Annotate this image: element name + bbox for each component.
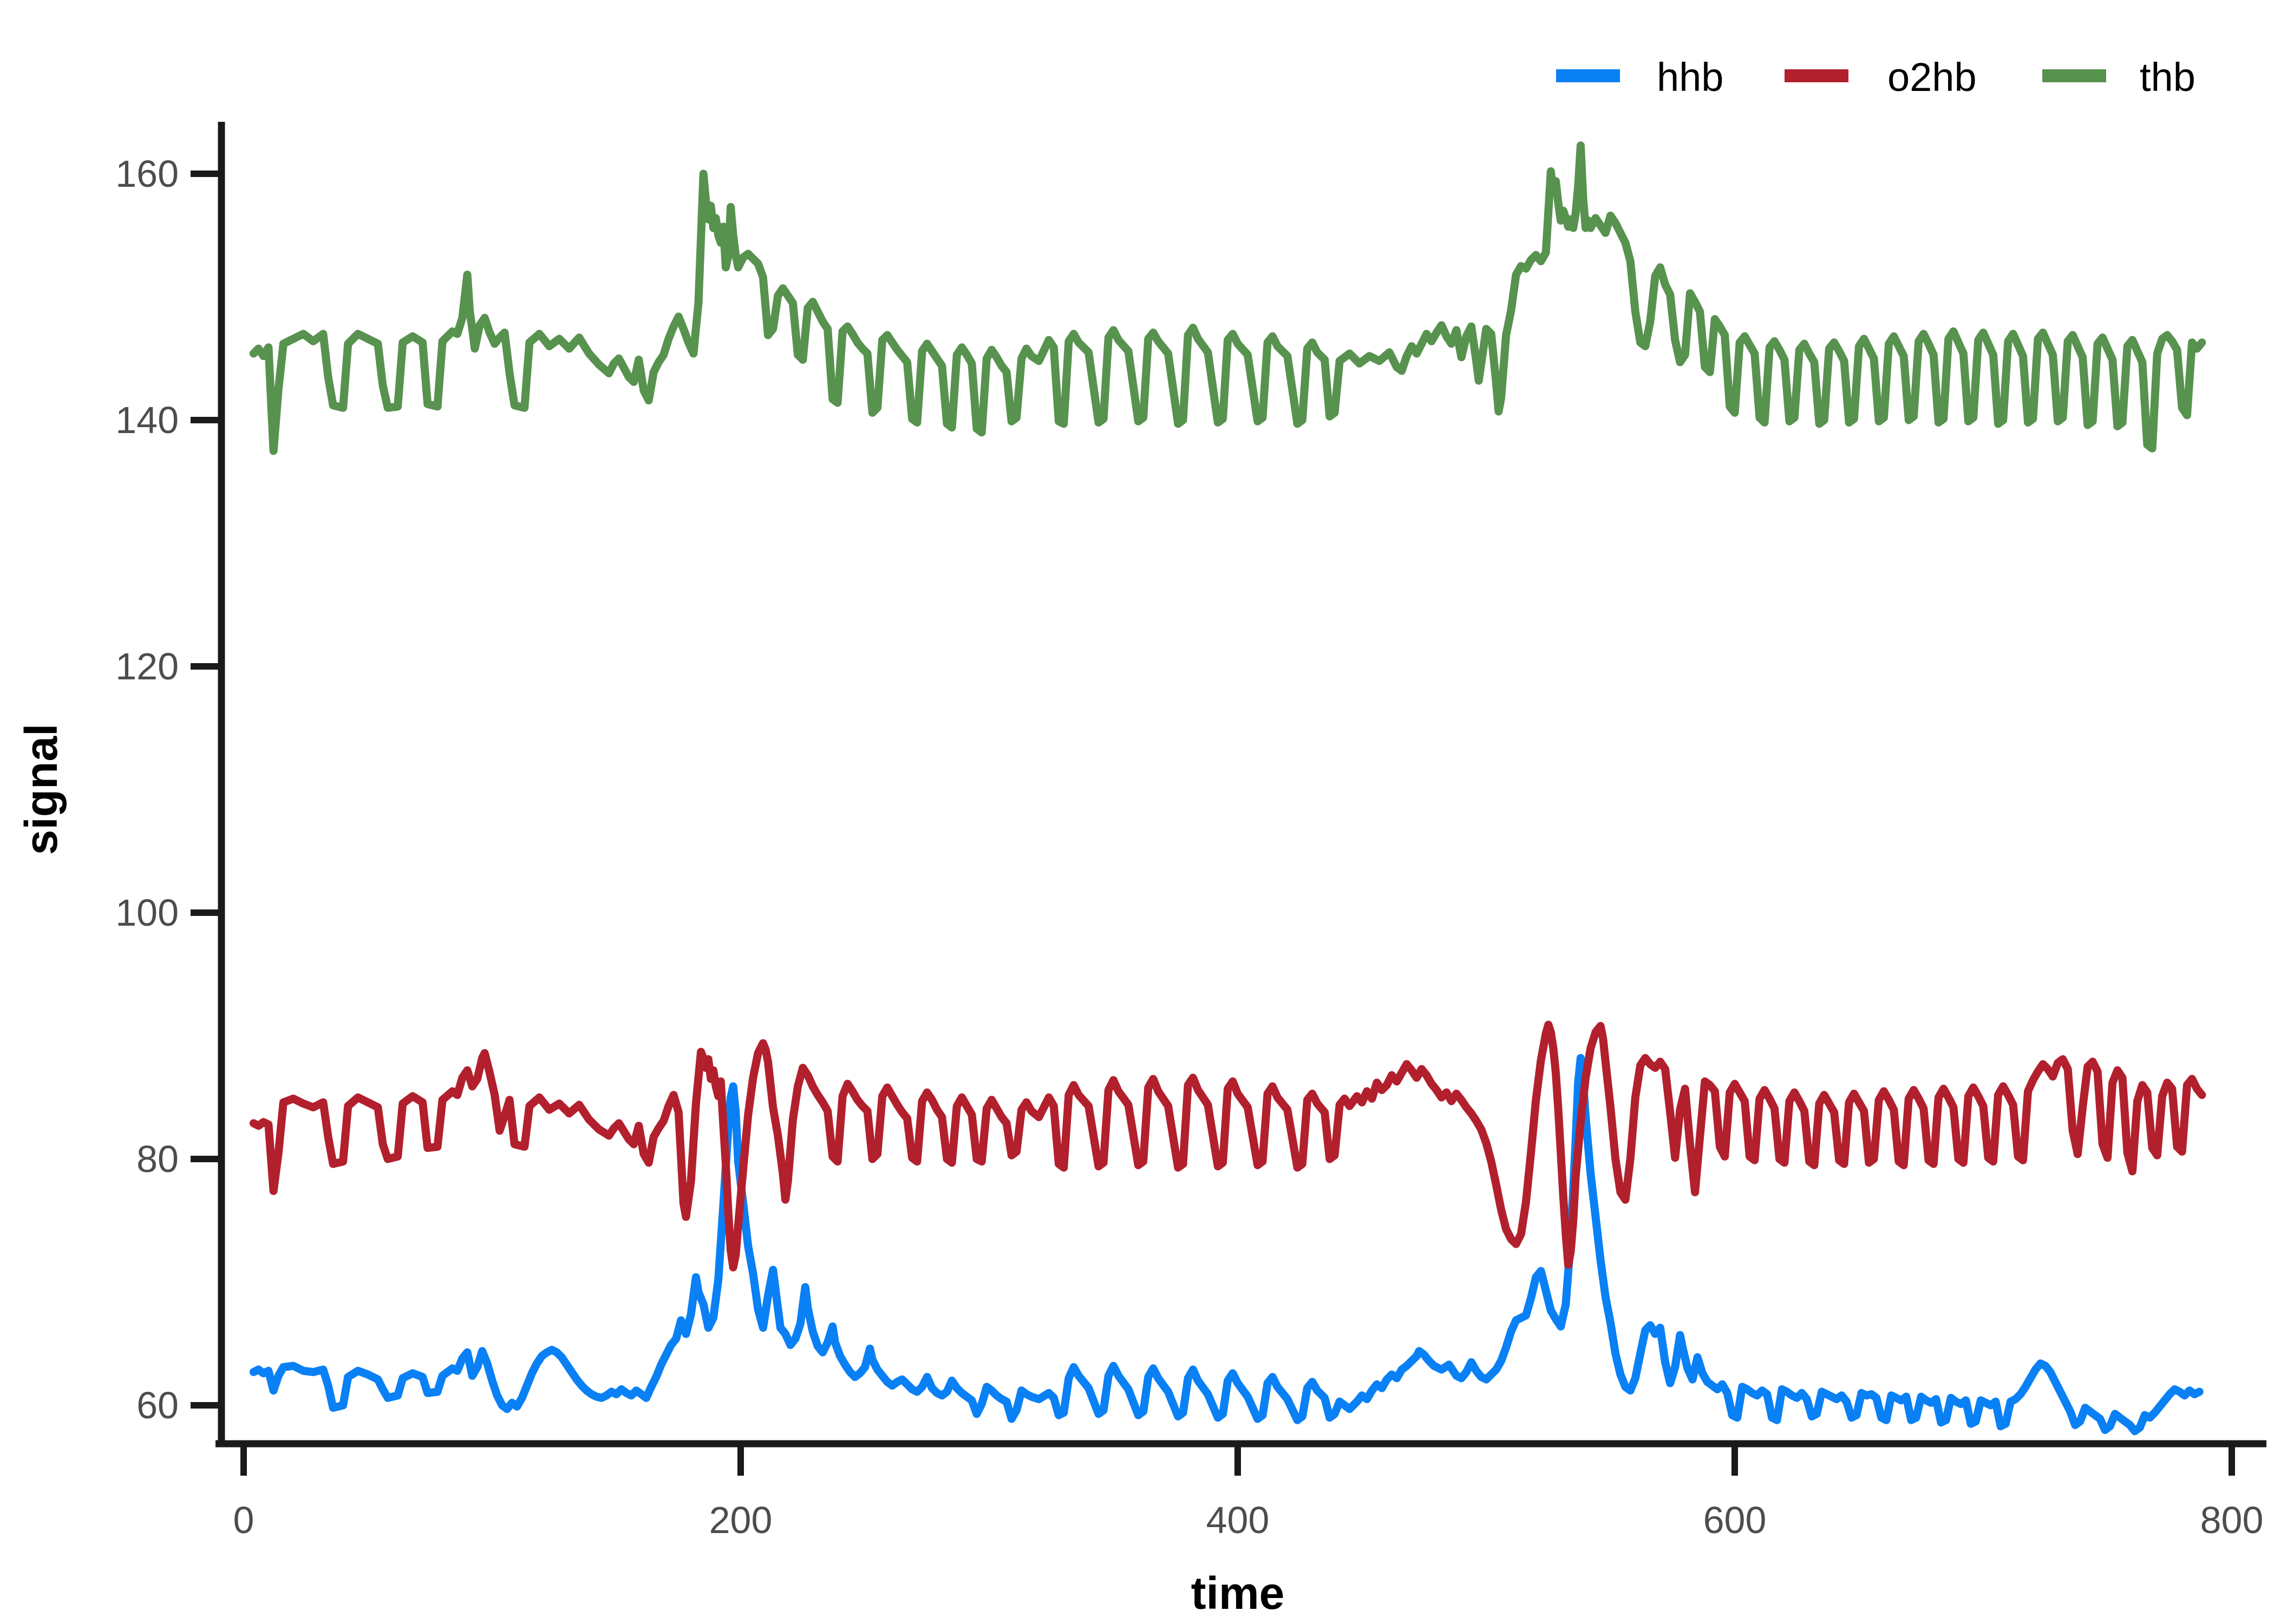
legend-label-thb: thb [2140,55,2195,100]
legend-label-o2hb: o2hb [1887,55,1977,100]
y-tick-label: 80 [136,1138,179,1180]
y-tick-label: 120 [115,645,179,687]
x-tick-label: 800 [2200,1499,2264,1541]
x-tick-label: 0 [233,1499,254,1541]
x-tick-label: 200 [709,1499,773,1541]
legend: hhb o2hb thb [1556,55,2195,100]
x-axis-ticks: 0 200 400 600 800 [233,1447,2264,1541]
o2hb-series-line [249,1020,2206,1272]
y-tick-label: 140 [115,399,179,441]
thb-series-line [249,141,2206,455]
y-tick-label: 160 [115,153,179,195]
legend-label-hhb: hhb [1657,55,1723,100]
y-tick-label: 60 [136,1384,179,1426]
y-tick-label: 100 [115,892,179,934]
x-axis-title: time [1191,1568,1285,1619]
legend-item-o2hb: o2hb [1785,55,1977,100]
legend-item-thb: thb [2042,55,2195,100]
hhb-series-line [249,1054,2204,1436]
legend-item-hhb: hhb [1556,55,1723,100]
series-group [249,141,2206,1436]
y-axis-ticks: 60 80 100 120 140 160 [115,153,218,1426]
x-tick-label: 600 [1703,1499,1767,1541]
y-axis-title: signal [16,724,67,855]
x-tick-label: 400 [1206,1499,1270,1541]
